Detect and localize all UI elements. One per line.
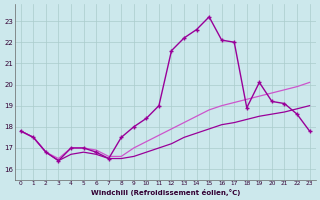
X-axis label: Windchill (Refroidissement éolien,°C): Windchill (Refroidissement éolien,°C) bbox=[91, 189, 240, 196]
